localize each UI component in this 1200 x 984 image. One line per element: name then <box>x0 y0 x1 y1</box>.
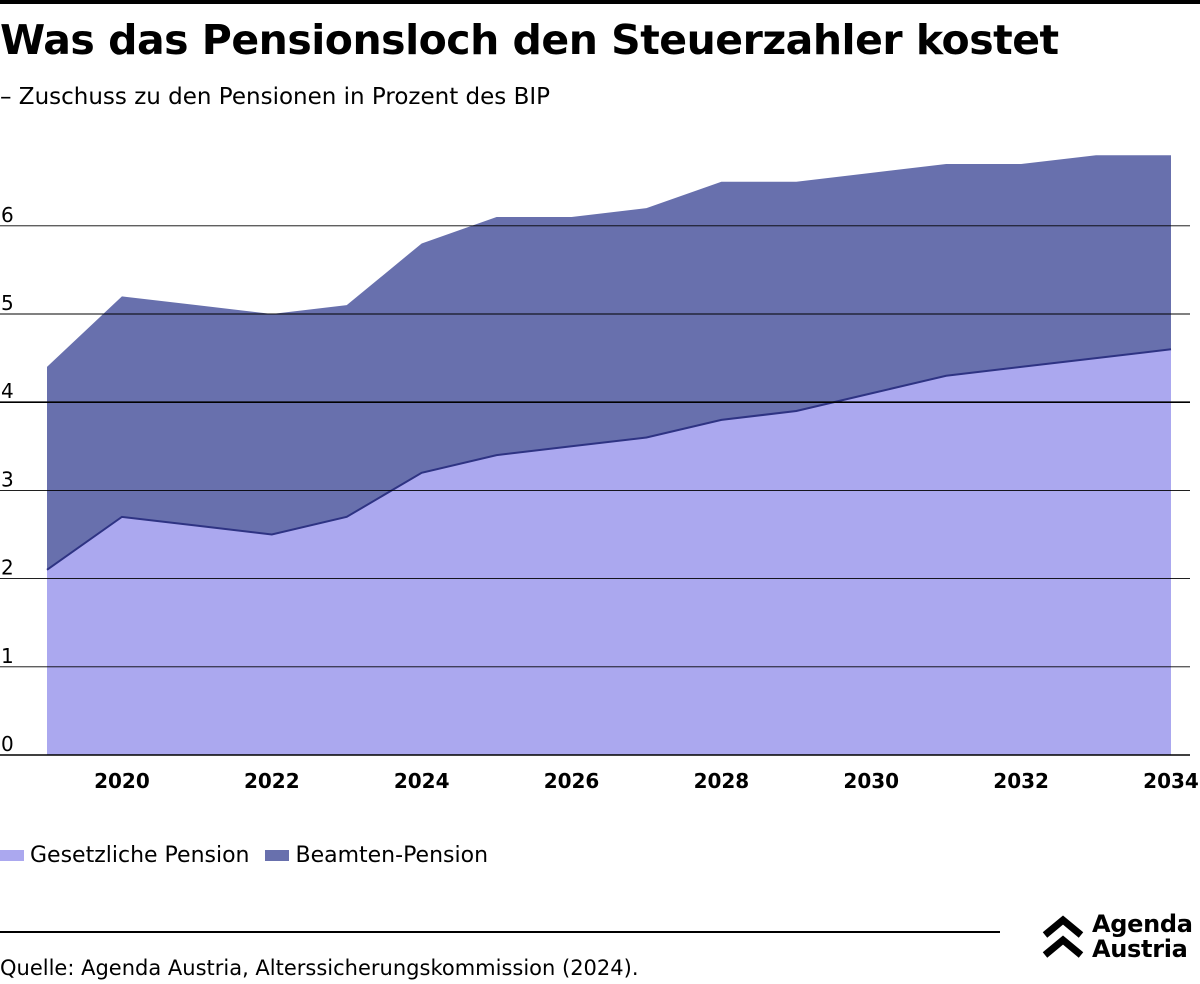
top-rule <box>0 0 1200 4</box>
y-tick-label: 5 <box>1 291 14 315</box>
legend-item-beamten: Beamten-Pension <box>265 843 488 868</box>
x-tick-label: 2034 <box>1143 769 1199 793</box>
y-tick-label: 4 <box>1 379 14 403</box>
legend-swatch-gesetzliche <box>0 849 24 861</box>
x-tick-label: 2024 <box>394 769 450 793</box>
legend-label-gesetzliche: Gesetzliche Pension <box>30 842 250 868</box>
y-tick-label: 2 <box>1 556 14 580</box>
chart-legend: Gesetzliche Pension Beamten-Pension <box>0 840 504 870</box>
bottom-rule <box>0 931 1000 933</box>
legend-swatch-beamten <box>265 849 290 861</box>
y-tick-label: 6 <box>1 203 14 227</box>
area-gesetzliche-pension <box>47 349 1171 755</box>
logo-line-1: Agenda <box>1092 910 1193 938</box>
chart-subtitle: – Zuschuss zu den Pensionen in Prozent d… <box>0 84 551 110</box>
x-tick-label: 2032 <box>993 769 1049 793</box>
logo-chevron-icon <box>1042 915 1084 958</box>
y-tick-label: 0 <box>1 732 14 756</box>
series-line-gesetzliche <box>46 348 1172 571</box>
logo-line-2: Austria <box>1092 935 1188 963</box>
area-chart: 0 1 2 3 4 5 6 2020 2022 2024 2026 2028 2030 2032 2034 <box>0 155 1199 793</box>
x-tick-label: 2026 <box>544 769 600 793</box>
x-tick-label: 2022 <box>244 769 300 793</box>
area-beamten-pension <box>47 155 1171 570</box>
chart-title: Was das Pensionsloch den Steuerzahler ko… <box>0 16 1059 64</box>
x-tick-label: 2030 <box>843 769 899 793</box>
logo-text: Agenda Austria <box>1092 912 1193 962</box>
agenda-austria-logo: Agenda Austria <box>1040 912 1200 964</box>
x-tick-label: 2028 <box>694 769 750 793</box>
y-tick-label: 3 <box>1 467 14 491</box>
x-tick-label: 2020 <box>94 769 150 793</box>
legend-item-gesetzliche: Gesetzliche Pension <box>0 843 249 868</box>
legend-label-beamten: Beamten-Pension <box>295 842 489 868</box>
y-tick-label: 1 <box>1 644 14 668</box>
source-note: Quelle: Agenda Austria, Alterssicherungs… <box>0 956 639 980</box>
